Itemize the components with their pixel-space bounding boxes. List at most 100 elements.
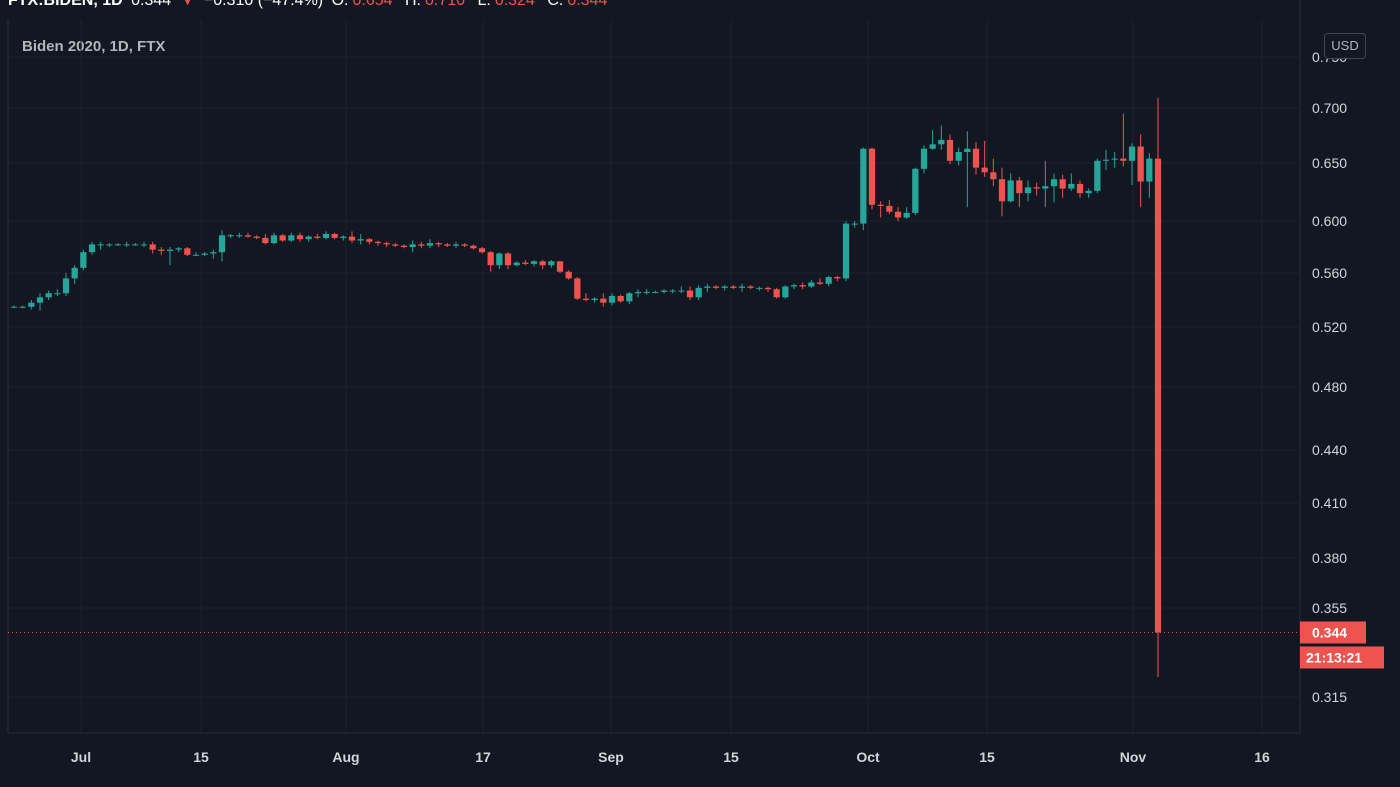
candle (175, 247, 182, 253)
candle-body (487, 252, 494, 266)
candle-body (1042, 186, 1049, 189)
ohlc-close: C: 0.344 (547, 0, 611, 9)
candle-body (504, 253, 512, 266)
x-tick-label: Aug (332, 749, 359, 765)
candle (400, 244, 408, 249)
candle-body (270, 235, 278, 244)
candle (1059, 174, 1066, 198)
candle-body (149, 244, 156, 250)
candle (1111, 152, 1118, 168)
candle (660, 289, 668, 294)
candle-body (296, 235, 304, 240)
candle-body (444, 244, 451, 246)
x-tick-label: Jul (71, 749, 91, 765)
candle (374, 240, 382, 246)
candle (62, 273, 70, 296)
candle-body (634, 291, 642, 294)
candle-body (418, 244, 425, 246)
candle-body (704, 286, 711, 288)
candle-body (478, 248, 486, 253)
candle-body (262, 237, 269, 244)
candle (617, 294, 624, 303)
candle (54, 289, 61, 296)
candle-body (998, 179, 1006, 202)
candle (591, 297, 598, 303)
candle (36, 293, 44, 311)
candle (938, 125, 945, 150)
candle (704, 283, 711, 292)
y-tick-label: 0.560 (1312, 265, 1347, 281)
candle (314, 234, 321, 240)
candle-body (288, 235, 295, 241)
y-tick-label: 0.380 (1312, 550, 1347, 566)
candle (132, 243, 139, 246)
candle-body (582, 298, 590, 300)
candle-body (253, 236, 260, 238)
y-tick-label: 0.440 (1312, 442, 1347, 458)
candle (201, 252, 208, 257)
candle-body (1128, 146, 1136, 161)
x-tick-label: 17 (475, 749, 491, 765)
candle (1154, 97, 1162, 677)
candle-body (738, 286, 746, 288)
candle (955, 147, 962, 166)
candle-body (522, 262, 529, 264)
y-tick-label: 0.355 (1312, 600, 1347, 616)
candle (426, 239, 434, 249)
candle-body (877, 204, 884, 206)
candle-body (790, 285, 798, 287)
candle (184, 247, 191, 257)
candle (565, 270, 572, 280)
candle (695, 285, 702, 300)
close-label: C: (547, 0, 564, 9)
pane-title: Biden 2020, 1D, FTX (22, 38, 166, 55)
candle (296, 232, 304, 242)
candle (816, 278, 824, 286)
candle-body (686, 290, 694, 298)
candle-body (201, 253, 208, 255)
candle-body (643, 291, 650, 293)
candle-body (920, 148, 928, 169)
candle-body (392, 244, 399, 246)
chart-axes (7, 0, 1301, 734)
candle-body (218, 235, 226, 253)
candle (626, 291, 633, 305)
candle (106, 243, 113, 247)
candle-body (799, 285, 806, 287)
candle-body (452, 244, 460, 246)
countdown-tag-text: 21:13:21 (1306, 649, 1362, 665)
last-price-tag-text: 0.344 (1312, 624, 1347, 640)
candle-body (1085, 190, 1092, 194)
candle-body (695, 287, 702, 298)
candle (140, 241, 148, 247)
candle-body (88, 244, 96, 253)
candle-body (210, 252, 217, 254)
candle-body (652, 291, 659, 293)
candle-body (894, 211, 902, 218)
symbol-label[interactable]: FTX:BIDEN, 1D (8, 0, 123, 9)
candle-body (513, 262, 520, 266)
candle-body (886, 205, 893, 212)
candle-body (1016, 180, 1023, 194)
candle (678, 286, 685, 294)
candle-body (80, 252, 87, 268)
candle (244, 232, 252, 238)
candle-body (1007, 180, 1014, 202)
currency-button[interactable]: USD (1324, 33, 1366, 59)
candle-body (496, 253, 503, 266)
candle (322, 231, 330, 240)
candle-body (28, 302, 35, 307)
low-value: 0.324 (494, 0, 535, 9)
y-tick-label: 0.480 (1312, 379, 1347, 395)
candle (634, 289, 642, 298)
candle (1128, 143, 1136, 186)
candle-body (1050, 179, 1058, 187)
candle (920, 145, 928, 174)
candle (1094, 158, 1101, 194)
candle-body (114, 244, 122, 246)
candle (582, 293, 590, 302)
candle (886, 200, 893, 215)
candle-body (981, 167, 988, 173)
candle (842, 221, 850, 282)
